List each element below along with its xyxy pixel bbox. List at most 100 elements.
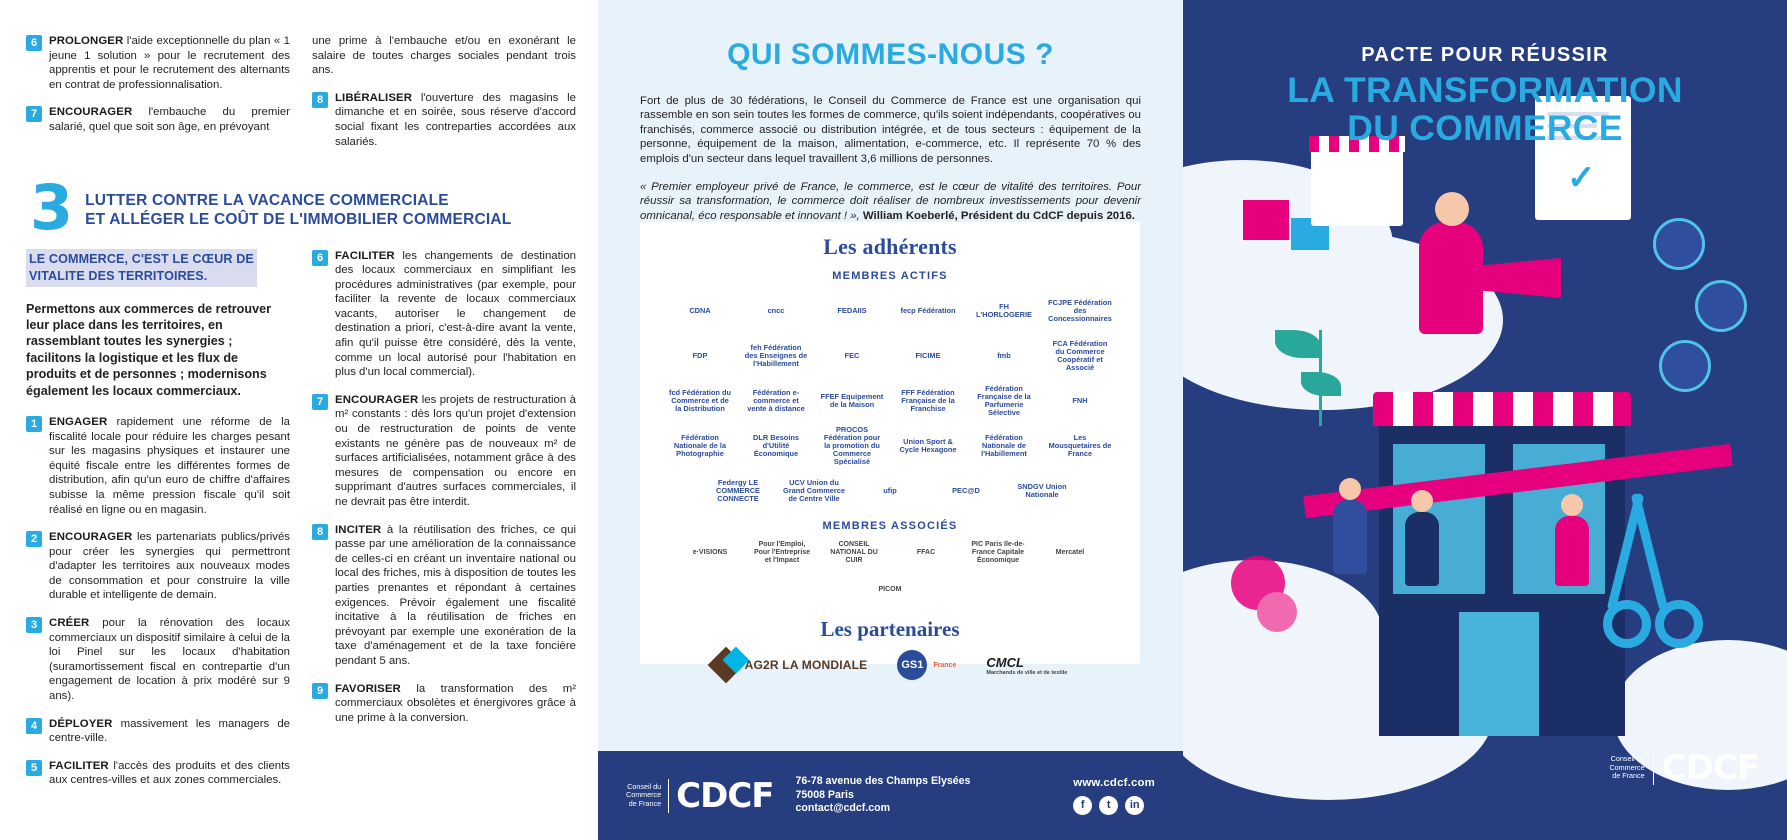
avatar-bubble xyxy=(1695,280,1747,332)
speaker-person-icon xyxy=(1419,222,1483,334)
leaf-icon xyxy=(1275,330,1321,358)
member-logo: FFEF Equipement de la Maison xyxy=(820,392,884,409)
megaphone-icon xyxy=(1483,258,1561,298)
measure-text: INCITER à la réutilisation des friches, … xyxy=(335,523,576,669)
membres-actifs-logo-grid: CDNA cncc FEDAIIS fecp Fédération FH L'HORLO… xyxy=(640,282,1140,514)
measure-item: 7 ENCOURAGER l'embauche du premier salar… xyxy=(26,105,290,134)
partner-subtitle: Marchands de ville et de textile xyxy=(986,669,1068,676)
flower-decoration xyxy=(1257,592,1297,632)
associate-member-logo: Pour l'Emploi, Pour l'Entreprise et l'Im… xyxy=(753,541,811,564)
measure-body: les partenariats publics/privés pour cré… xyxy=(49,531,290,602)
measure-keyword: INCITER xyxy=(335,523,382,536)
linkedin-icon[interactable]: in xyxy=(1125,795,1145,815)
facebook-icon[interactable]: f xyxy=(1073,795,1093,815)
measure-number-badge: 6 xyxy=(26,35,42,51)
associate-member-logo: Mercatel xyxy=(1055,549,1085,556)
cdcf-subtext-line-3: de France xyxy=(1612,771,1645,781)
member-logo: FCA Fédération du Commerce Coopératif et… xyxy=(1052,339,1108,372)
measure-body: les changements de destination des locau… xyxy=(335,249,576,379)
partner-subtitle: France xyxy=(933,661,957,669)
measure-body: rapidement une réforme de la fiscalité l… xyxy=(49,415,290,516)
measure-keyword: PROLONGER xyxy=(49,35,124,47)
column-1-measures: LE COMMERCE, C'EST LE CŒUR DE VITALITE D… xyxy=(26,248,290,802)
section-number: 3 xyxy=(30,171,73,245)
measure-item: 8 INCITER à la réutilisation des friches… xyxy=(312,523,576,669)
partner-name: AG2R LA MONDIALE xyxy=(744,658,868,672)
measure-item: 9 FAVORISER la transformation des m² com… xyxy=(312,682,576,726)
member-logo: PROCOS Fédération pour la promotion du C… xyxy=(823,427,881,465)
shop-kiosk-icon xyxy=(1311,140,1403,226)
measure-body: l'ouverture des magasins le dimanche et … xyxy=(335,91,576,148)
measure-body: l'accès des produits et des clients aux … xyxy=(49,759,290,787)
qui-sommes-nous-title: QUI SOMMES-NOUS ? xyxy=(727,38,1054,71)
measure-item: 2 ENCOURAGER les partenariats publics/pr… xyxy=(26,530,290,603)
measure-item: 4 DÉPLOYER massivement les managers de c… xyxy=(26,717,290,746)
cdcf-logo-divider xyxy=(668,778,670,813)
partner-name: CMCL xyxy=(986,654,1024,670)
partner-gs1: GS1 France xyxy=(897,650,956,680)
cdcf-logo-subtext: Conseil du Commerce de France xyxy=(1609,755,1644,781)
worker-head-icon xyxy=(1561,494,1583,516)
measure-text: FACILITER l'accès des produits et des cl… xyxy=(49,759,290,788)
member-logo: Union Sport & Cycle Hexagone xyxy=(899,437,957,454)
gs1-logo-icon: GS1 xyxy=(897,650,928,680)
kiosk-awning-icon xyxy=(1309,136,1405,152)
measure-number-badge: 6 xyxy=(312,249,328,266)
address-line-2: 75008 Paris xyxy=(795,788,854,801)
member-logo: feh Fédération des Enseignes de l'Habill… xyxy=(744,343,808,368)
associate-member-logo: FFAC xyxy=(916,549,936,556)
cdcf-logo-divider xyxy=(1652,751,1654,785)
member-logo: fcd Fédération du Commerce et de la Dist… xyxy=(668,388,731,413)
worker-person-icon xyxy=(1333,500,1367,574)
shop-awning xyxy=(1373,392,1631,426)
tagline-line-1: LE COMMERCE, C'EST LE CŒUR DE xyxy=(29,251,254,266)
section-intro: Permettons aux commerces de retrouver le… xyxy=(26,301,271,398)
worker-head-icon xyxy=(1411,490,1433,512)
member-logo: Fédération Nationale de l'Habillement xyxy=(981,433,1027,458)
cdcf-wordmark: CDCF xyxy=(1661,748,1760,788)
measure-body: l'embauche du premier salarié, quel que … xyxy=(49,106,290,133)
measure-item: 8 LIBÉRALISER l'ouverture des magasins l… xyxy=(312,91,576,149)
measure-keyword: CRÉER xyxy=(49,617,90,630)
cover-title: LA TRANSFORMATION DU COMMERCE xyxy=(1183,71,1787,147)
website-link[interactable]: www.cdcf.com xyxy=(1073,776,1155,789)
document-line xyxy=(1547,124,1597,128)
document-line xyxy=(1547,136,1605,140)
measure-text: FACILITER les changements de destination… xyxy=(335,249,576,380)
partner-cmcl: CMCL Marchands de ville et de textile xyxy=(986,655,1067,676)
cover-cdcf-logo: Conseil du Commerce de France CDCF xyxy=(1609,748,1760,788)
contact-email[interactable]: contact@cdcf.com xyxy=(795,802,891,815)
associate-member-logo: PICOM xyxy=(878,586,902,593)
measure-number-badge: 2 xyxy=(26,531,42,548)
member-logo: Fédération Française de la Parfumerie Sé… xyxy=(977,384,1031,417)
measure-item: 7 ENCOURAGER les projets de restructurat… xyxy=(312,393,576,510)
measure-keyword: LIBÉRALISER xyxy=(335,91,413,104)
associate-member-logo: e·VISIONS xyxy=(692,549,728,556)
cdcf-logo-subtext: Conseil du Commerce de France xyxy=(626,782,661,809)
left-panel: 6 PROLONGER l'aide exceptionnelle du pla… xyxy=(0,0,598,840)
avatar-bubble xyxy=(1653,218,1705,270)
cover-title-block: PACTE POUR RÉUSSIR LA TRANSFORMATION DU … xyxy=(1183,44,1787,147)
twitter-icon[interactable]: t xyxy=(1099,795,1119,815)
document-line xyxy=(1547,112,1609,116)
measure-body: les projets de restructuration à m² cons… xyxy=(335,393,576,509)
section-measures-columns: LE COMMERCE, C'EST LE CŒUR DE VITALITE D… xyxy=(26,248,576,802)
president-quote: « Premier employeur privé de France, le … xyxy=(640,180,1141,223)
top-measures-columns: 6 PROLONGER l'aide exceptionnelle du pla… xyxy=(26,34,576,162)
plant-stem xyxy=(1319,330,1322,426)
cover-title-line-1: LA TRANSFORMATION xyxy=(1287,70,1683,110)
member-logo: PEC@D xyxy=(952,486,980,495)
cover-title-line-2: DU COMMERCE xyxy=(1347,108,1623,148)
address-line-1: 76-78 avenue des Champs Elysées xyxy=(795,775,971,788)
measure-number-badge: 4 xyxy=(26,717,42,734)
scissors-ring-icon xyxy=(1603,600,1651,648)
measure-text: ENCOURAGER les partenariats publics/priv… xyxy=(49,530,290,603)
worker-person-icon xyxy=(1405,512,1439,586)
tagline-line-2: VITALITE DES TERRITOIRES. xyxy=(29,268,208,283)
quote-text: « Premier employeur privé de France, le … xyxy=(640,181,1141,222)
member-logo: cncc xyxy=(767,306,785,315)
measure-keyword: FAVORISER xyxy=(335,682,401,695)
center-footer-bar: Conseil du Commerce de France CDCF 76-78… xyxy=(598,751,1183,840)
measure-keyword: FACILITER xyxy=(335,249,395,262)
